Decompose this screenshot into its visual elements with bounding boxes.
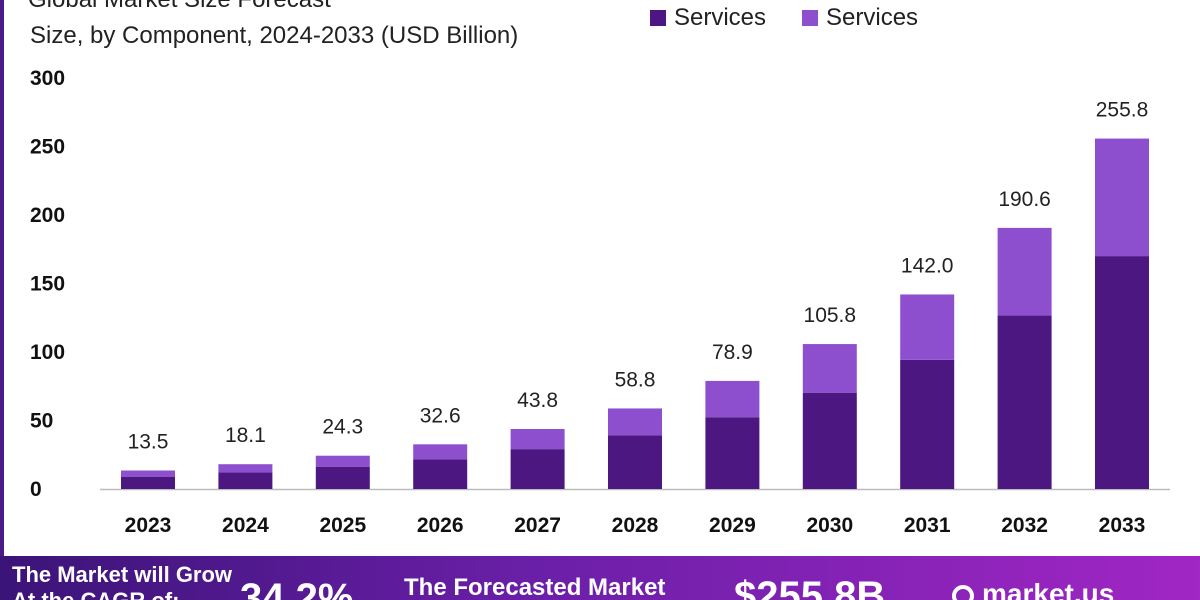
bar-segment-lower (315, 466, 370, 489)
y-tick-label: 250 (30, 136, 65, 159)
bar-total-label: 13.5 (128, 431, 169, 454)
bar-segment-upper (1095, 138, 1149, 257)
banner-cagr-value: 34.2% (240, 576, 354, 600)
brand-logo: market.us (952, 578, 1114, 600)
brand-name: market.us (982, 578, 1115, 600)
y-tick-label: 150 (30, 273, 65, 296)
chart-title: Global Market Size Forecast (28, 0, 331, 14)
x-tick-label: 2026 (417, 514, 464, 537)
x-tick-label: 2032 (1001, 514, 1048, 537)
bar-segment-lower (997, 315, 1052, 489)
legend-swatch (802, 10, 819, 26)
bar-total-label: 78.9 (712, 341, 753, 364)
summary-banner: The Market will Grow At the CAGR of: 34.… (0, 556, 1200, 600)
bar-segment-upper (413, 444, 468, 460)
bar-segment-lower (608, 435, 662, 489)
x-tick-label: 2028 (612, 514, 659, 537)
bar-segment-upper (121, 470, 175, 477)
bar-total-label: 142.0 (901, 254, 954, 277)
legend-item: Services (650, 4, 766, 32)
bar-segment-lower (900, 359, 955, 489)
banner-cagr-label: At the CAGR of: (12, 588, 179, 600)
x-tick-label: 2031 (904, 514, 951, 537)
banner-forecast-value: $255.8B (734, 574, 886, 600)
bar-total-label: 24.3 (322, 416, 363, 439)
x-tick-label: 2029 (709, 514, 756, 537)
bar-segment-upper (705, 380, 760, 418)
bar-total-label: 18.1 (225, 424, 266, 447)
y-tick-label: 200 (30, 204, 65, 227)
x-tick-label: 2024 (222, 514, 269, 537)
legend-item: Services (802, 4, 918, 32)
bar-total-label: 32.6 (420, 404, 461, 427)
bar-segment-lower (802, 392, 857, 489)
bar-segment-upper (608, 408, 662, 436)
bar-segment-upper (802, 344, 857, 393)
legend: Services Services (650, 4, 918, 32)
bar-segment-lower (121, 476, 175, 489)
bar-chart: 0 50 100 150 200 250 300 13.5 2023 18.1 2024 24.3 20… (30, 67, 1170, 537)
legend-label: Services (826, 4, 919, 31)
bar-segment-lower (218, 472, 273, 489)
frame-border (0, 0, 4, 560)
bar-total-label: 255.8 (1096, 99, 1149, 122)
y-tick-label: 100 (30, 341, 65, 364)
bar-segment-upper (218, 464, 273, 473)
bar-segment-lower (705, 417, 760, 489)
bar-segment-upper (510, 428, 565, 450)
banner-grow-text: The Market will Grow (12, 562, 233, 587)
bar-total-label: 190.6 (998, 188, 1051, 211)
bar-segment-lower (1095, 256, 1149, 489)
legend-label: Services (674, 4, 767, 31)
bar-segment-upper (997, 227, 1052, 316)
bar-segment-upper (900, 294, 955, 360)
legend-swatch (650, 10, 666, 26)
bar-total-label: 105.8 (804, 304, 857, 327)
chart-subtitle: Size, by Component, 2024-2033 (USD Billi… (30, 22, 519, 49)
x-tick-label: 2025 (319, 514, 366, 537)
x-tick-label: 2030 (806, 514, 853, 537)
bar-total-label: 43.8 (517, 389, 558, 412)
bar-segment-lower (510, 449, 565, 489)
y-tick-label: 50 (30, 410, 53, 433)
x-tick-label: 2027 (514, 514, 561, 537)
brand-icon (952, 584, 974, 600)
bar-total-label: 58.8 (615, 368, 656, 391)
x-tick-label: 2023 (125, 514, 172, 537)
x-tick-label: 2033 (1099, 514, 1146, 537)
bar-segment-upper (315, 455, 370, 467)
banner-forecast-label: The Forecasted Market (404, 574, 666, 600)
y-tick-label: 300 (30, 67, 65, 90)
y-tick-label: 0 (30, 478, 42, 501)
bar-segment-lower (413, 459, 468, 489)
